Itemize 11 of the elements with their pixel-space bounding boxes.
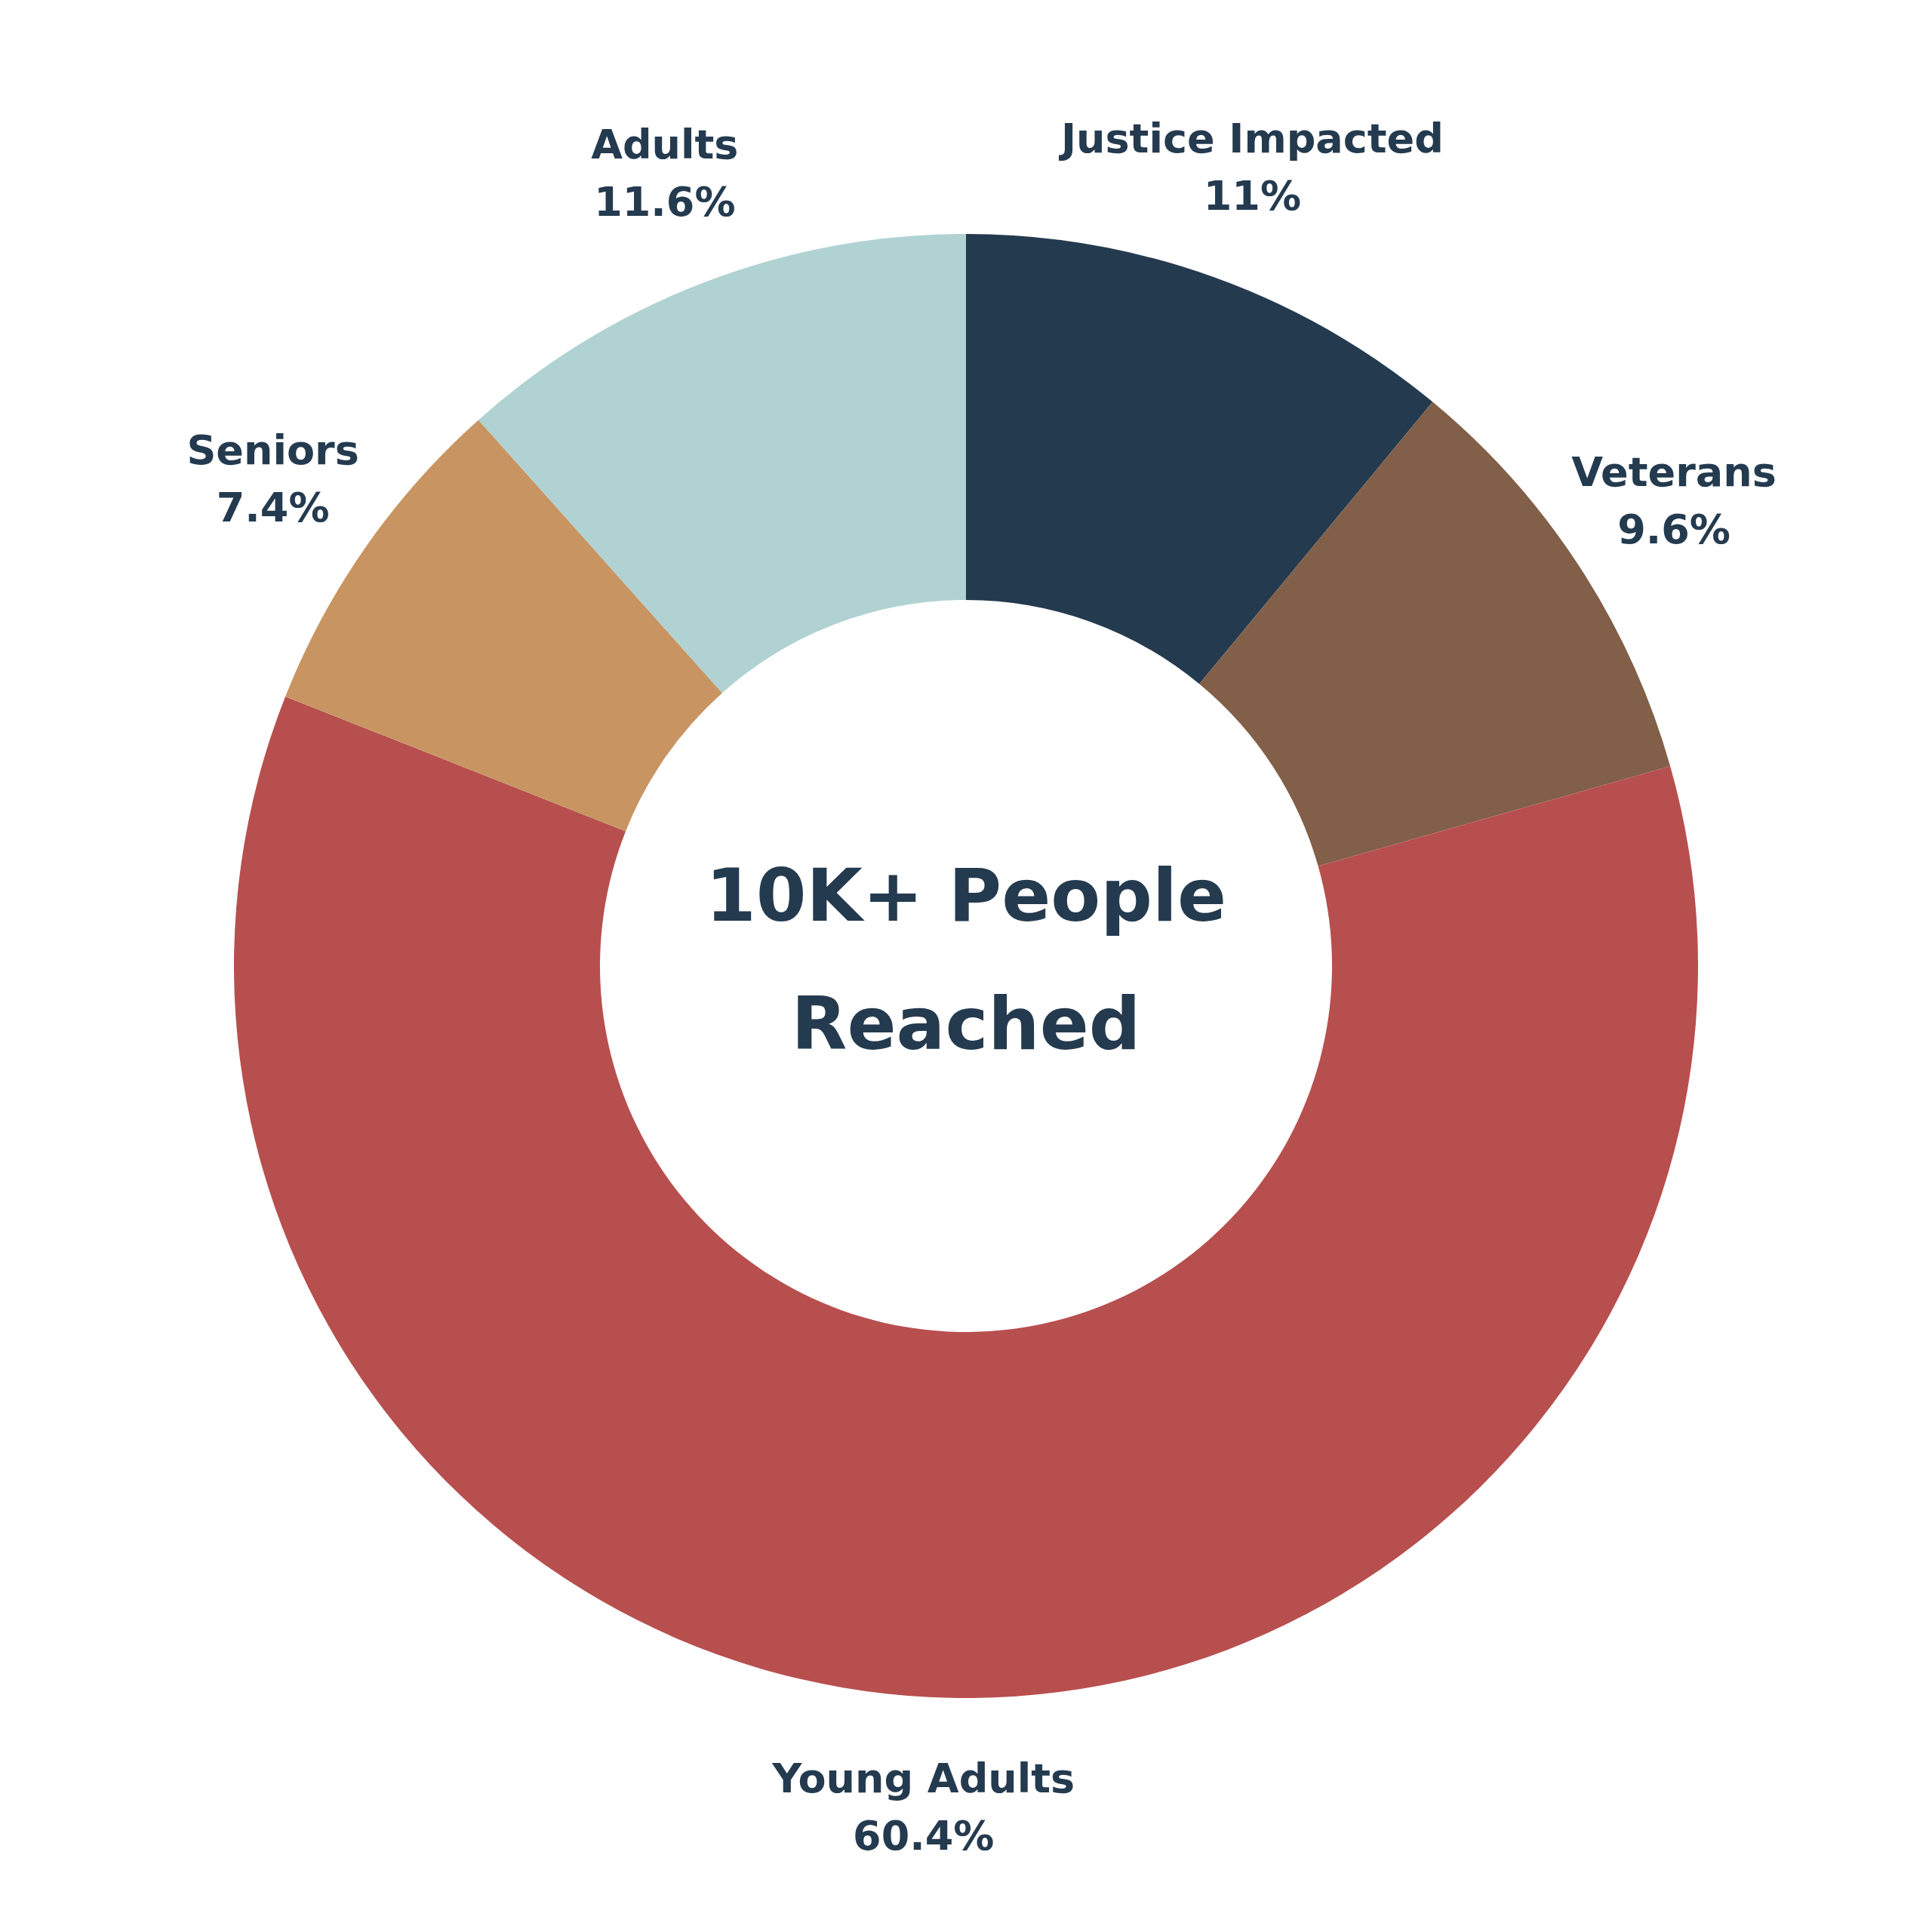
text: 10K+ People Reached <box>706 853 1226 1066</box>
slice-label: Justice Impacted <box>1057 115 1444 163</box>
data-label: 60.4% <box>853 1811 995 1860</box>
slice-label: Veterans <box>1571 448 1777 497</box>
data-label: 11% <box>1203 172 1302 220</box>
data-label: 7.4% <box>216 483 330 531</box>
slice-label: Young Adults <box>771 1754 1075 1802</box>
data-label: 9.6% <box>1617 506 1730 554</box>
slice-label: Seniors <box>186 426 359 474</box>
data-label: 11.6% <box>594 177 736 226</box>
slice-label: Adults <box>591 120 739 168</box>
